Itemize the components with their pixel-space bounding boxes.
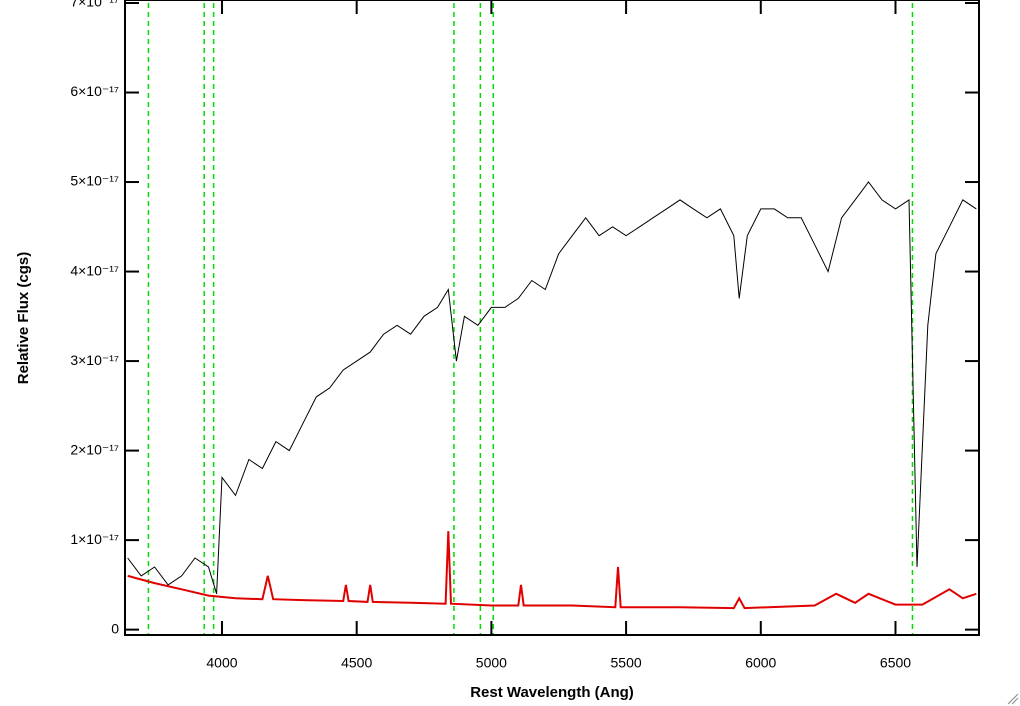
x-tick-label: 6500 [880, 655, 911, 671]
y-tick-label: 5×10⁻¹⁷ [70, 173, 119, 189]
x-tick-label: 4500 [341, 655, 372, 671]
x-tick-label: 5500 [611, 655, 642, 671]
x-axis-label: Rest Wavelength (Ang) [470, 684, 634, 701]
series-line [127, 531, 977, 610]
x-tick-label: 6000 [745, 655, 776, 671]
x-tick-label: 4000 [206, 655, 237, 671]
y-tick-label: 1×10⁻¹⁷ [70, 531, 119, 547]
y-tick-label: 4×10⁻¹⁷ [70, 262, 119, 278]
resize-grip [1007, 693, 1019, 705]
y-tick-label: 3×10⁻¹⁷ [70, 352, 119, 368]
y-tick-label: 2×10⁻¹⁷ [70, 441, 119, 457]
y-tick-label: 6×10⁻¹⁷ [70, 83, 119, 99]
y-axis-label: Relative Flux (cgs) [15, 252, 32, 385]
series-line [127, 181, 977, 594]
x-tick-label: 5000 [476, 655, 507, 671]
y-tick-label: 7×10⁻¹⁷ [70, 0, 119, 10]
y-tick-label: 0 [111, 620, 119, 636]
plot-frame [124, 0, 980, 636]
